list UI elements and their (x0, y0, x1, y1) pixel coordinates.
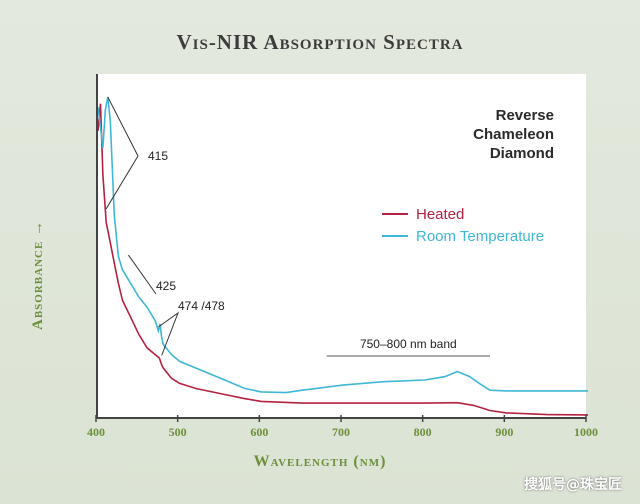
sample-label-line-3: Diamond (489, 145, 554, 162)
x-tick-label-800: 800 (414, 425, 432, 439)
annotation-leader-474-478 (158, 311, 180, 356)
annotation-label-425: 425 (156, 279, 176, 293)
legend-swatch-heated (382, 213, 408, 215)
x-tick-label-1000: 1000 (574, 425, 598, 439)
annotation-label-474-478: 474 /478 (178, 299, 225, 313)
watermark: 搜狐号@珠宝匠 (524, 477, 622, 493)
x-axis-label: Wavelength (nm) (253, 453, 387, 470)
legend-item-heated: Heated (382, 203, 544, 225)
legend-label-heated: Heated (416, 205, 465, 223)
sample-label: Reverse Chameleon Diamond (473, 106, 554, 163)
sample-label-line-1: Reverse (495, 107, 554, 124)
plot-area: 415 425 474 /478 750–800 nm band (96, 74, 588, 419)
legend-label-room-temperature: Room Temperature (416, 227, 545, 245)
series-line-room-temperature (98, 96, 588, 394)
x-tick-label-400: 400 (87, 425, 105, 439)
legend: Heated Room Temperature (382, 203, 544, 247)
x-tick-label-500: 500 (169, 425, 187, 439)
x-tick-label-600: 600 (250, 425, 268, 439)
annotation-label-band: 750–800 nm band (360, 337, 457, 351)
annotation-leader-425 (128, 254, 157, 295)
annotation-leader-415 (105, 96, 139, 210)
legend-item-room-temperature: Room Temperature (382, 225, 544, 247)
legend-swatch-room-temperature (382, 235, 408, 237)
series-line-heated (98, 103, 588, 416)
chart-title: Vis-NIR Absorption Spectra (176, 30, 464, 54)
sample-label-line-2: Chameleon (473, 126, 554, 143)
x-tick-label-900: 900 (495, 425, 513, 439)
annotation-label-415: 415 (148, 149, 168, 163)
x-tick-label-700: 700 (332, 425, 350, 439)
y-axis-label: Absorbance → (30, 219, 46, 330)
